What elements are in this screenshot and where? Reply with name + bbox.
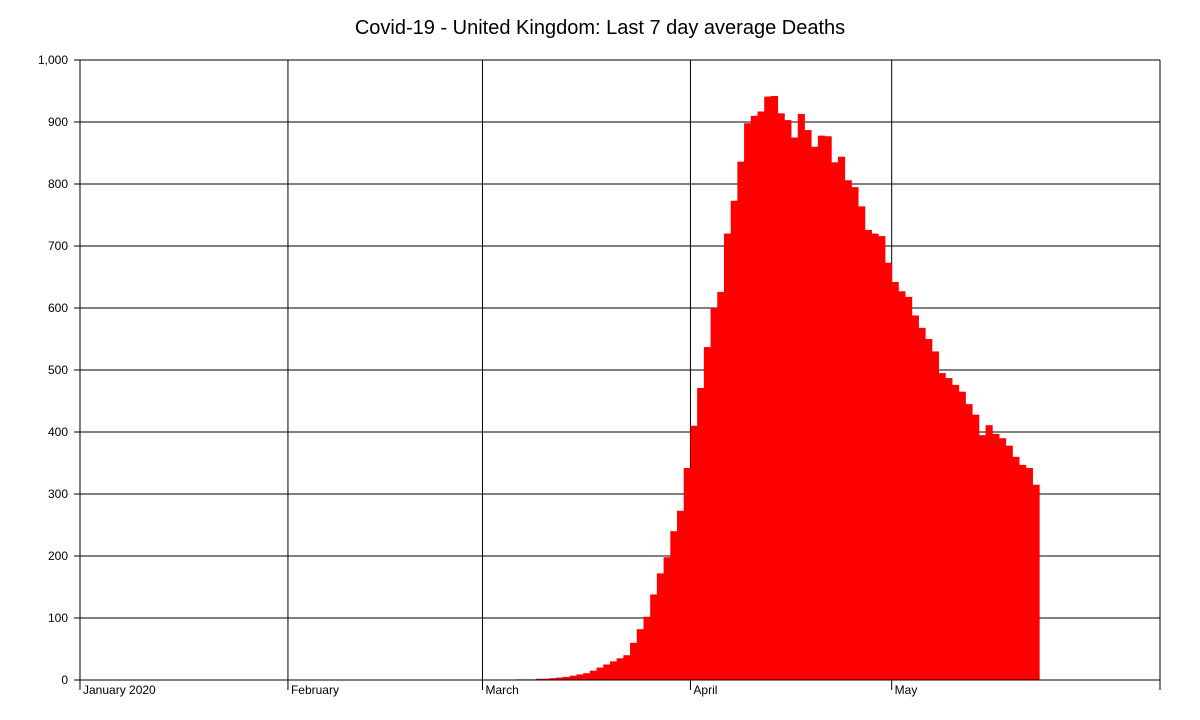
bar	[844, 180, 852, 680]
bar	[811, 146, 819, 681]
bar	[690, 425, 698, 680]
y-tick-label: 400	[48, 425, 68, 439]
bar	[717, 291, 725, 680]
y-tick-label: 800	[48, 177, 68, 191]
bar	[978, 435, 986, 680]
bar	[1019, 464, 1027, 680]
bar	[542, 678, 550, 680]
bar	[603, 664, 611, 680]
bar	[804, 130, 812, 680]
bar	[945, 378, 953, 680]
bar	[643, 616, 651, 680]
bar	[938, 373, 946, 680]
x-tick-label: January 2020	[83, 683, 156, 697]
bar	[636, 629, 644, 680]
bar	[999, 438, 1007, 680]
bar	[683, 467, 691, 680]
y-tick-label: 0	[61, 673, 68, 687]
bar	[663, 557, 671, 680]
y-tick-label: 200	[48, 549, 68, 563]
bar	[549, 678, 557, 680]
bar	[1012, 456, 1020, 680]
bar	[650, 594, 658, 680]
bar	[931, 351, 940, 680]
bar	[730, 200, 738, 681]
y-tick-label: 900	[48, 115, 68, 129]
bar	[616, 658, 624, 680]
bar	[817, 135, 825, 680]
x-tick-label: April	[693, 683, 717, 697]
bar	[871, 233, 879, 680]
bar	[838, 156, 846, 681]
x-tick-label: February	[291, 683, 339, 697]
bar	[925, 339, 933, 680]
bar	[623, 655, 631, 680]
bar	[958, 391, 966, 680]
bar	[723, 233, 732, 680]
bar	[697, 387, 705, 680]
bar	[562, 676, 571, 680]
x-tick-label: March	[485, 683, 518, 697]
bar	[536, 678, 544, 680]
bar	[791, 137, 799, 680]
bar	[952, 384, 960, 680]
bar	[764, 96, 772, 680]
y-tick-label: 1,000	[38, 53, 68, 67]
bar	[891, 281, 899, 680]
bar	[1025, 467, 1033, 680]
bar	[1005, 445, 1013, 680]
bar	[710, 308, 718, 680]
bar	[609, 661, 618, 680]
bar	[831, 162, 839, 681]
bar	[630, 642, 638, 680]
bar	[824, 136, 832, 680]
axis-layer: 0 100 200 300 400 500 600 700 800 900 1,000 January…	[38, 53, 1160, 697]
bar	[884, 262, 893, 680]
bar	[918, 327, 926, 680]
bar	[744, 123, 752, 681]
bar	[965, 404, 973, 680]
bars-layer	[516, 95, 1040, 681]
bar	[851, 187, 859, 680]
y-tick-label: 300	[48, 487, 68, 501]
bar	[992, 433, 1000, 680]
bar	[770, 95, 779, 680]
bar	[1032, 484, 1040, 680]
bar	[777, 113, 785, 680]
bar	[797, 113, 805, 680]
bar	[703, 347, 711, 680]
bar	[784, 120, 792, 680]
bar	[569, 675, 577, 680]
bar	[583, 673, 591, 680]
bar	[911, 315, 919, 680]
y-tick-label: 700	[48, 239, 68, 253]
y-tick-label: 600	[48, 301, 68, 315]
bar	[898, 291, 906, 680]
bar	[656, 573, 665, 680]
bar	[858, 206, 866, 680]
bar	[576, 674, 584, 680]
bar	[556, 677, 564, 680]
bar	[757, 111, 765, 680]
bar	[972, 414, 980, 680]
bar	[864, 229, 872, 680]
bar	[905, 296, 913, 680]
bar	[878, 236, 886, 680]
bar	[677, 510, 685, 680]
bar	[985, 425, 993, 680]
bar	[589, 670, 597, 680]
y-tick-label: 100	[48, 611, 68, 625]
bar	[670, 531, 678, 680]
bar	[596, 667, 604, 680]
x-tick-label: May	[895, 683, 918, 697]
y-tick-label: 500	[48, 363, 68, 377]
bar	[737, 161, 745, 680]
chart-title: Covid-19 - United Kingdom: Last 7 day av…	[355, 17, 845, 39]
bar	[750, 115, 758, 681]
